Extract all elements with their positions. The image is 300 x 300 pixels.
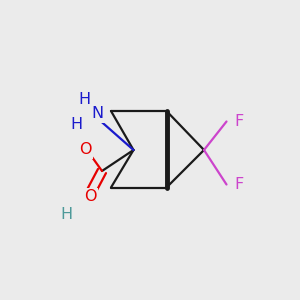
Text: N: N — [92, 106, 104, 122]
Text: H: H — [70, 117, 83, 132]
Text: H: H — [60, 207, 72, 222]
Text: H: H — [78, 92, 90, 106]
Text: F: F — [234, 114, 243, 129]
Text: O: O — [79, 142, 92, 158]
Text: O: O — [84, 189, 96, 204]
Text: F: F — [234, 177, 243, 192]
